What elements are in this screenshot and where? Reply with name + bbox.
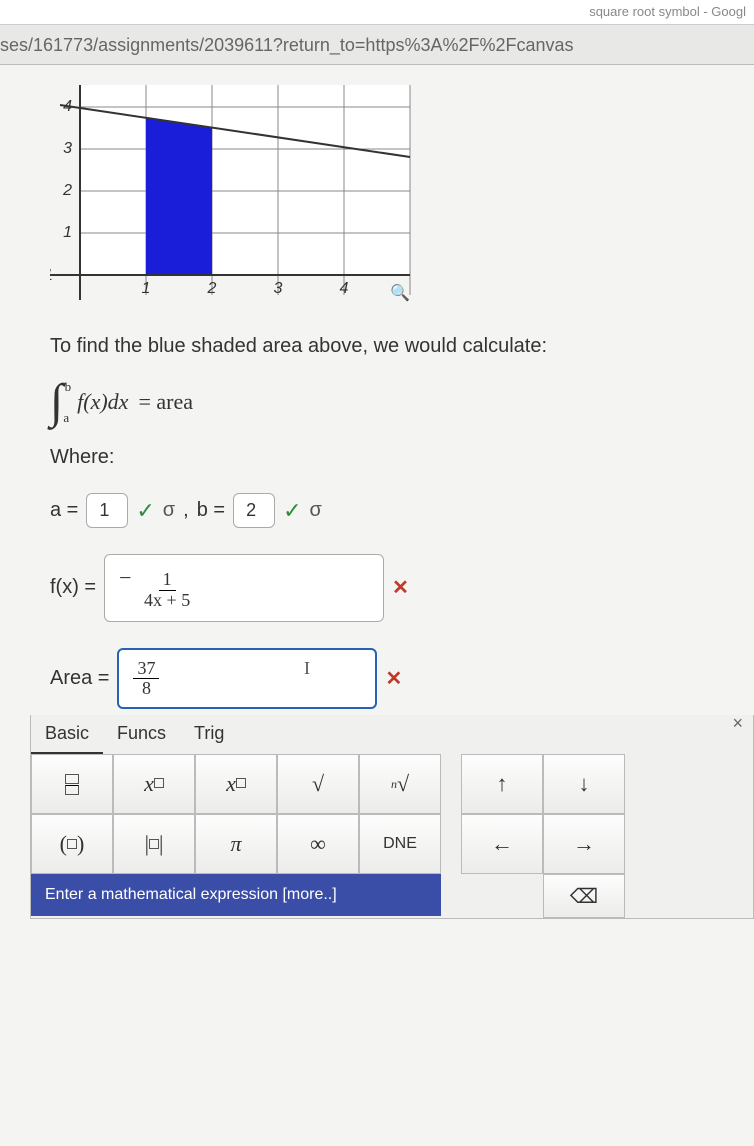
key-nroot[interactable]: n√: [359, 754, 441, 814]
sigma-icon[interactable]: σ: [163, 499, 175, 522]
area-input[interactable]: 37 8 I: [117, 648, 377, 710]
key-pi[interactable]: π: [195, 814, 277, 874]
tab-title-fragment: square root symbol - Googl: [589, 4, 746, 19]
integral-eq: = area: [138, 389, 193, 415]
integral-sign: ∫ b a: [50, 378, 63, 426]
check-icon: ✓: [136, 498, 154, 524]
keypad-nav-col: ↑ ↓ ← → ⌫: [461, 754, 625, 918]
tab-basic[interactable]: Basic: [31, 715, 103, 754]
key-sqrt[interactable]: √: [277, 754, 359, 814]
url-bar[interactable]: ses/161773/assignments/2039611?return_to…: [0, 25, 754, 65]
key-parens[interactable]: ( ): [31, 814, 113, 874]
key-down[interactable]: ↓: [543, 754, 625, 814]
ab-row: a = 1 ✓ σ , b = 2 ✓ σ: [50, 493, 724, 528]
a-label: a =: [50, 499, 78, 522]
keypad-row-2: ( ) | | π ∞ DNE: [31, 814, 441, 874]
keypad-row-1: x x √ n√: [31, 754, 441, 814]
fx-label: f(x) =: [50, 576, 96, 599]
math-keypad: Basic Funcs Trig × x x √ n√ ( ): [30, 715, 754, 919]
shaded-region: [146, 117, 212, 275]
key-dne[interactable]: DNE: [359, 814, 441, 874]
fx-row: f(x) = − 1 4x + 5 ✕: [50, 554, 724, 622]
prompt-text: To find the blue shaded area above, we w…: [50, 335, 724, 358]
chart: 1 2 3 4 1 2 3 4 1 🔍: [50, 85, 420, 305]
fx-num: 1: [159, 570, 176, 591]
fx-input[interactable]: − 1 4x + 5: [104, 554, 384, 622]
url-text: ses/161773/assignments/2039611?return_to…: [0, 35, 574, 55]
key-backspace[interactable]: ⌫: [543, 874, 625, 918]
tab-trig[interactable]: Trig: [180, 715, 238, 754]
area-fraction: 37 8: [133, 659, 159, 700]
enter-hint-bar[interactable]: Enter a mathematical expression [more..]: [31, 874, 441, 916]
main-content: 1 2 3 4 1 2 3 4 1 🔍 To find the blue sha…: [0, 65, 754, 919]
text-cursor: I: [304, 658, 310, 678]
svg-text:1: 1: [50, 267, 53, 284]
x-icon: ✕: [385, 666, 402, 691]
chart-svg: 1 2 3 4 1 2 3 4 1: [50, 85, 420, 305]
area-label: Area =: [50, 667, 109, 690]
tab-funcs[interactable]: Funcs: [103, 715, 180, 754]
integral-upper: b: [65, 380, 72, 393]
fx-fraction: 1 4x + 5: [140, 570, 194, 611]
x-icon: ✕: [392, 575, 409, 600]
sep: ,: [183, 499, 189, 522]
where-label: Where:: [50, 446, 724, 469]
key-power[interactable]: x: [113, 754, 195, 814]
area-num: 37: [133, 659, 159, 680]
keypad-close-icon[interactable]: ×: [722, 709, 753, 738]
sigma-icon[interactable]: σ: [310, 499, 322, 522]
fx-den: 4x + 5: [140, 591, 194, 611]
check-icon: ✓: [283, 498, 301, 524]
a-input[interactable]: 1: [86, 493, 128, 528]
zoom-icon[interactable]: 🔍: [390, 283, 410, 303]
svg-text:1: 1: [142, 280, 151, 297]
key-left[interactable]: ←: [461, 814, 543, 874]
key-abs[interactable]: | |: [113, 814, 195, 874]
svg-text:4: 4: [340, 280, 349, 297]
area-den: 8: [138, 679, 155, 699]
integrand: f(x)dx: [77, 389, 128, 415]
svg-text:2: 2: [207, 280, 217, 297]
fx-negative: −: [119, 565, 131, 590]
svg-text:3: 3: [63, 140, 72, 157]
integral-formula: ∫ b a f(x)dx = area: [50, 378, 724, 426]
svg-text:2: 2: [62, 182, 72, 199]
svg-text:3: 3: [274, 280, 283, 297]
keypad-tabs: Basic Funcs Trig: [31, 715, 238, 754]
integral-lower: a: [63, 411, 69, 424]
key-up[interactable]: ↑: [461, 754, 543, 814]
b-input[interactable]: 2: [233, 493, 275, 528]
key-subscript[interactable]: x: [195, 754, 277, 814]
browser-tab-strip: square root symbol - Googl: [0, 0, 754, 25]
b-label: b =: [197, 499, 225, 522]
key-fraction[interactable]: [31, 754, 113, 814]
svg-text:1: 1: [63, 224, 72, 241]
key-infinity[interactable]: ∞: [277, 814, 359, 874]
area-row: Area = 37 8 I ✕: [50, 648, 724, 710]
key-right[interactable]: →: [543, 814, 625, 874]
svg-text:4: 4: [63, 98, 72, 115]
